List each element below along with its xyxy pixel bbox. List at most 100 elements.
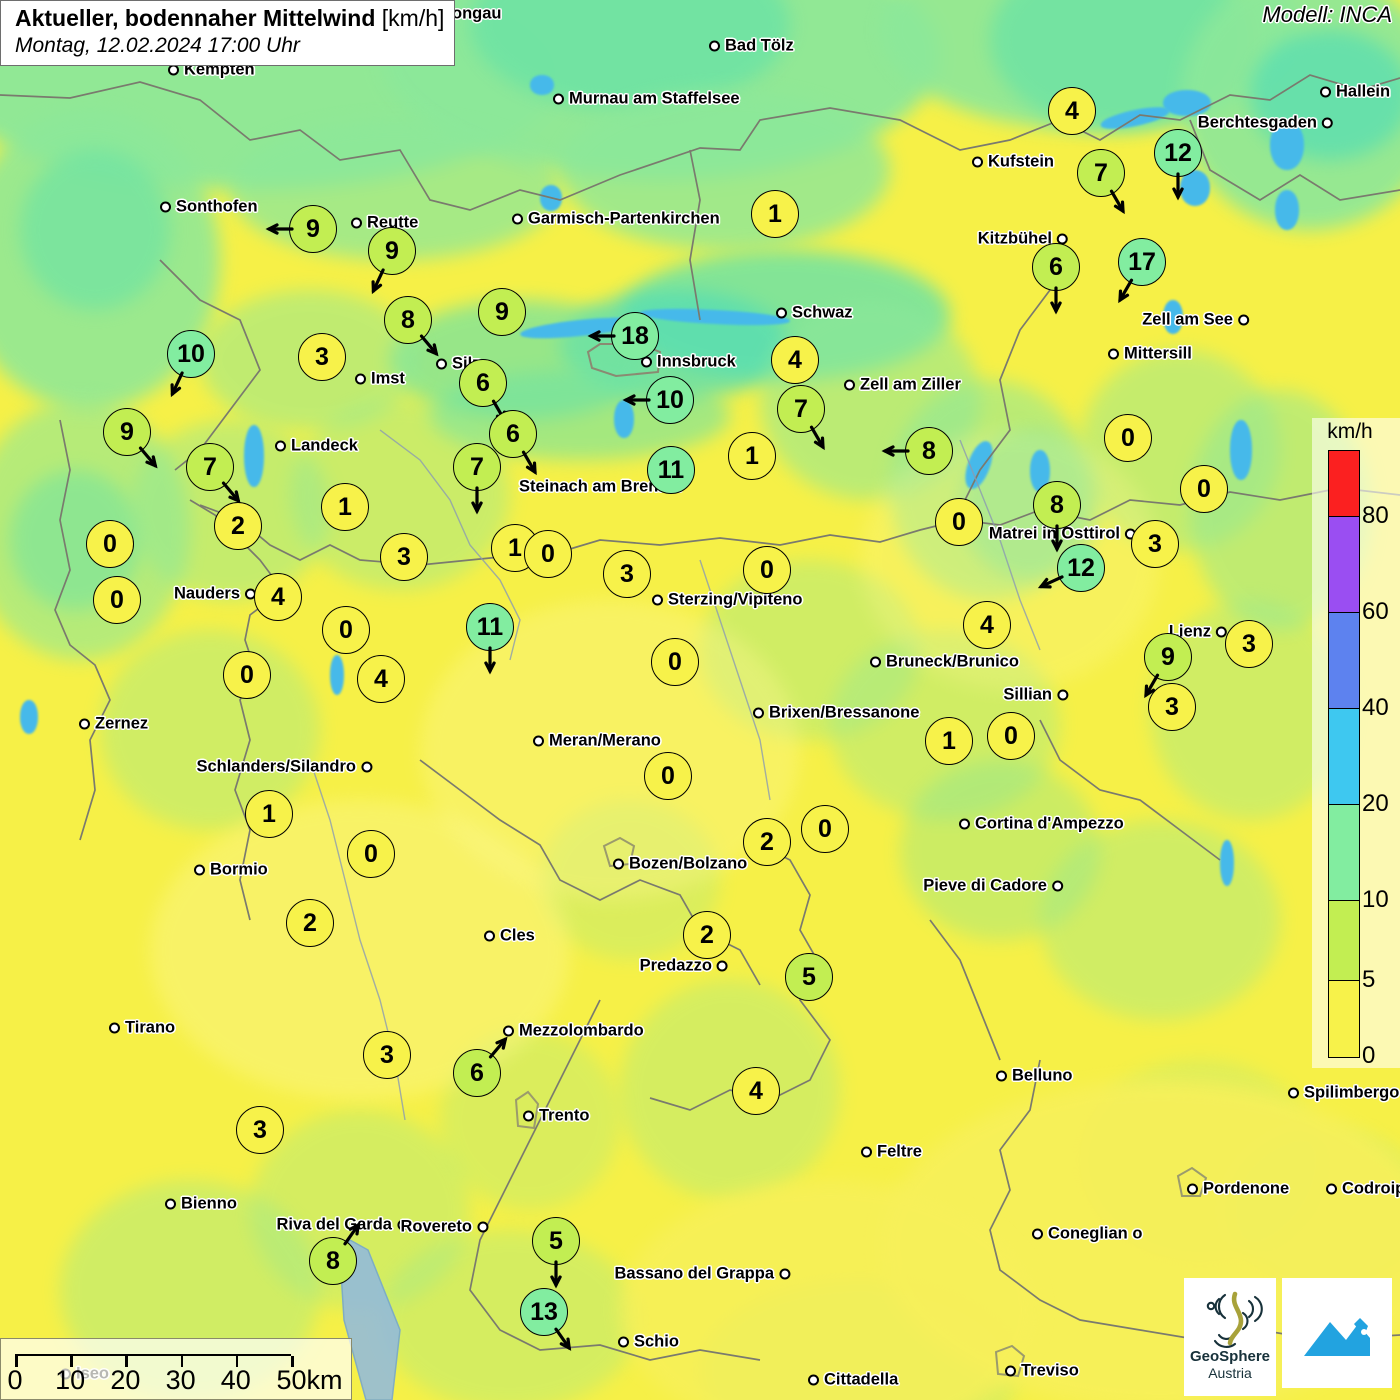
wind-value-badge: 0 xyxy=(801,805,849,853)
colorbar-tick-label: 80 xyxy=(1362,502,1389,529)
wind-value-badge: 8 xyxy=(905,427,953,475)
wind-station-marker: 0 xyxy=(86,520,134,568)
wind-value-badge: 10 xyxy=(646,376,694,424)
wind-value-badge: 1 xyxy=(728,432,776,480)
wind-station-marker: 8 xyxy=(384,296,439,357)
colorbar-tick-label: 60 xyxy=(1362,598,1389,625)
wind-station-marker: 2 xyxy=(743,818,791,866)
wind-value-badge: 0 xyxy=(86,520,134,568)
wind-value-badge: 2 xyxy=(286,899,334,947)
wind-value-badge: 3 xyxy=(1225,620,1273,668)
colorbar-ticks: 80 60 40 20 10 5 0 xyxy=(1362,450,1400,1069)
wind-station-marker: 6 xyxy=(453,1036,508,1097)
map-scale-bar: 0 10 20 30 40 50km xyxy=(0,1338,352,1400)
wind-value-badge: 9 xyxy=(103,408,151,456)
scale-label: 10 xyxy=(55,1365,86,1395)
wind-value-badge: 11 xyxy=(466,603,514,651)
wind-value-badge: 0 xyxy=(987,712,1035,760)
wind-station-marker: 0 xyxy=(651,638,699,686)
colorbar-band xyxy=(1329,901,1359,981)
colorbar-tick-label: 10 xyxy=(1362,886,1389,913)
scale-axis xyxy=(15,1354,294,1367)
wind-station-marker: 0 xyxy=(322,606,370,654)
wind-value-badge: 3 xyxy=(603,550,651,598)
title-box: Aktueller, bodennaher Mittelwind [km/h] … xyxy=(0,0,456,66)
wind-station-marker: 10 xyxy=(622,376,694,424)
wind-value-badge: 18 xyxy=(611,312,659,360)
colorbar-band xyxy=(1329,613,1359,709)
scale-tick xyxy=(125,1356,128,1367)
scale-label: 30 xyxy=(165,1365,196,1395)
wind-value-badge: 4 xyxy=(357,655,405,703)
colorbar-legend: km/h 80 60 40 20 10 5 0 xyxy=(1312,418,1400,1069)
wind-value-badge: 3 xyxy=(1148,683,1196,731)
wind-station-marker: 3 xyxy=(1131,520,1179,568)
wind-station-marker: 8 xyxy=(881,427,953,475)
scale-label: 50km xyxy=(276,1365,343,1395)
wind-station-marker: 0 xyxy=(1104,414,1152,462)
colorbar-tick-label: 20 xyxy=(1362,790,1389,817)
wind-station-marker: 7 xyxy=(453,443,501,515)
wind-station-marker: 10 xyxy=(167,330,215,398)
title-unit: [km/h] xyxy=(381,5,445,31)
colorbar-band xyxy=(1329,805,1359,901)
scale-label: 40 xyxy=(220,1365,251,1395)
wind-value-badge: 5 xyxy=(785,953,833,1001)
wind-value-badge: 17 xyxy=(1118,238,1166,286)
wind-station-marker: 0 xyxy=(93,576,141,624)
wind-station-marker: 0 xyxy=(801,805,849,853)
wind-station-marker: 18 xyxy=(587,312,659,360)
wind-station-marker: 9 xyxy=(478,288,526,336)
wind-value-badge: 7 xyxy=(453,443,501,491)
wind-value-badge: 4 xyxy=(254,573,302,621)
wind-station-marker: 7 xyxy=(1077,149,1125,215)
wind-value-badge: 1 xyxy=(321,483,369,531)
mountain-mark-icon xyxy=(1304,1318,1370,1356)
colorbar-band xyxy=(1329,517,1359,613)
wind-value-badge: 1 xyxy=(925,717,973,765)
wind-station-marker: 4 xyxy=(963,601,1011,649)
geosphere-logo-line1: GeoSphere xyxy=(1189,1348,1271,1366)
wind-value-badge: 8 xyxy=(309,1237,357,1285)
colorbar-tick-label: 40 xyxy=(1362,694,1389,721)
colorbar-band xyxy=(1329,981,1359,1057)
scale-tick xyxy=(235,1356,239,1367)
scale-label: 20 xyxy=(110,1365,141,1395)
wind-station-marker: 2 xyxy=(683,911,731,959)
wind-value-badge: 2 xyxy=(683,911,731,959)
wind-station-marker: 12 xyxy=(1154,129,1202,201)
geosphere-logo-line2: Austria xyxy=(1208,1365,1252,1382)
wind-value-badge: 0 xyxy=(93,576,141,624)
wind-value-badge: 11 xyxy=(647,446,695,494)
wind-value-badge: 8 xyxy=(1033,481,1081,529)
wind-station-marker: 0 xyxy=(987,712,1035,760)
wind-value-badge: 6 xyxy=(1032,243,1080,291)
wind-value-badge: 0 xyxy=(743,546,791,594)
colorbar-tick-label: 0 xyxy=(1362,1042,1376,1069)
wind-value-badge: 12 xyxy=(1057,544,1105,592)
wind-value-badge: 3 xyxy=(1131,520,1179,568)
wind-station-marker: 3 xyxy=(1148,683,1196,731)
wind-station-marker: 0 xyxy=(644,752,692,800)
wind-station-marker: 4 xyxy=(357,655,405,703)
wind-value-badge: 1 xyxy=(245,790,293,838)
wind-station-marker: 6 xyxy=(459,359,507,425)
wind-value-badge: 2 xyxy=(743,818,791,866)
wind-value-badge: 0 xyxy=(935,498,983,546)
wind-station-marker: 1 xyxy=(925,717,973,765)
wind-value-badge: 3 xyxy=(363,1031,411,1079)
wind-value-badge: 5 xyxy=(532,1217,580,1265)
scale-tick xyxy=(70,1356,73,1367)
wind-station-marker: 0 xyxy=(223,651,271,699)
wind-value-badge: 2 xyxy=(214,502,262,550)
wind-station-marker: 6 xyxy=(489,410,537,476)
wind-value-badge: 13 xyxy=(520,1288,568,1336)
colorbar-unit-label: km/h xyxy=(1327,420,1373,443)
wind-station-marker: 6 xyxy=(1032,243,1080,315)
wind-value-badge: 12 xyxy=(1154,129,1202,177)
wind-value-badge: 9 xyxy=(289,205,337,253)
wind-station-marker: 9 xyxy=(265,205,337,253)
wind-station-marker: 2 xyxy=(214,502,262,550)
wind-station-marker: 0 xyxy=(1180,465,1228,513)
wind-value-badge: 3 xyxy=(236,1106,284,1154)
